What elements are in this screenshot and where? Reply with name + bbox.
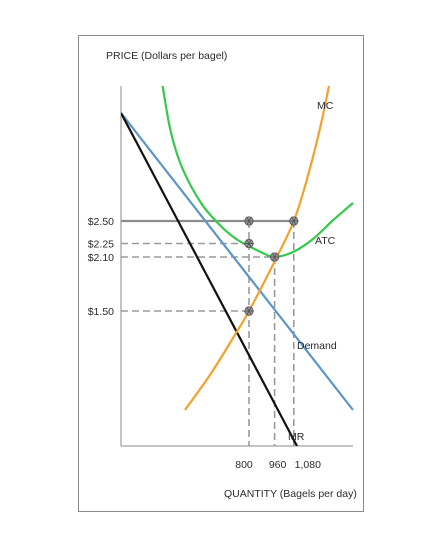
marker-spoke [271, 256, 275, 262]
marker-spoke [291, 216, 295, 222]
chart: $2.50 $2.25$2.10 $1.50 800 960 1,080 PRICE (D… [88, 50, 357, 500]
x-tick-label: 1,080 [295, 459, 321, 471]
curve-mr [121, 112, 298, 446]
data-point [244, 216, 254, 226]
series-label-atc: ATC [315, 235, 336, 247]
marker-spoke [271, 252, 275, 258]
marker-spoke [248, 216, 252, 222]
marker-spoke [293, 220, 297, 226]
y-tick-label: $2.10 [88, 252, 114, 264]
data-point [244, 238, 254, 249]
guide-lines [121, 219, 295, 446]
data-point [289, 216, 299, 226]
y-tick-label: $2.25 [88, 239, 114, 251]
marker-spoke [246, 216, 250, 222]
intersection-markers [244, 216, 299, 316]
curve-demand [121, 112, 354, 411]
marker-spoke [293, 216, 297, 222]
y-axis-title: PRICE (Dollars per bagel) [106, 50, 227, 62]
marker-spoke [248, 310, 252, 316]
marker-spoke [248, 239, 252, 244]
marker-spoke [246, 220, 250, 226]
labels: PRICE (Dollars per bagel) QUANTITY (Bage… [106, 50, 357, 500]
marker-spoke [248, 306, 252, 312]
marker-spoke [246, 243, 250, 248]
marker-spoke [246, 306, 250, 312]
series-label-mc: MC [317, 100, 334, 112]
series-label-demand: Demand [297, 340, 337, 352]
marker-spoke [274, 252, 278, 258]
x-axis-title: QUANTITY (Bagels per day) [224, 488, 357, 500]
marker-spoke [274, 256, 278, 262]
marker-spoke [291, 220, 295, 226]
curve-mc [184, 85, 331, 411]
y-tick-label: $2.50 [88, 216, 114, 228]
data-point [269, 252, 280, 262]
x-tick-label: 800 [235, 459, 253, 471]
chart-frame: $2.50 $2.25 $2.10 $1.50 800 960 1,080 PRICE (D… [78, 35, 364, 512]
marker-spoke [246, 310, 250, 316]
series-label-mr: MR [288, 431, 305, 443]
data-point [244, 306, 254, 316]
axes: $2.50 $2.25$2.10 $1.50 800 960 1,080 [88, 86, 353, 471]
y-tick-label: $1.50 [88, 306, 114, 318]
marker-spoke [248, 220, 252, 226]
marker-spoke [246, 239, 250, 244]
marker-spoke [248, 243, 252, 248]
x-tick-label: 960 [269, 459, 287, 471]
curves [121, 85, 354, 446]
